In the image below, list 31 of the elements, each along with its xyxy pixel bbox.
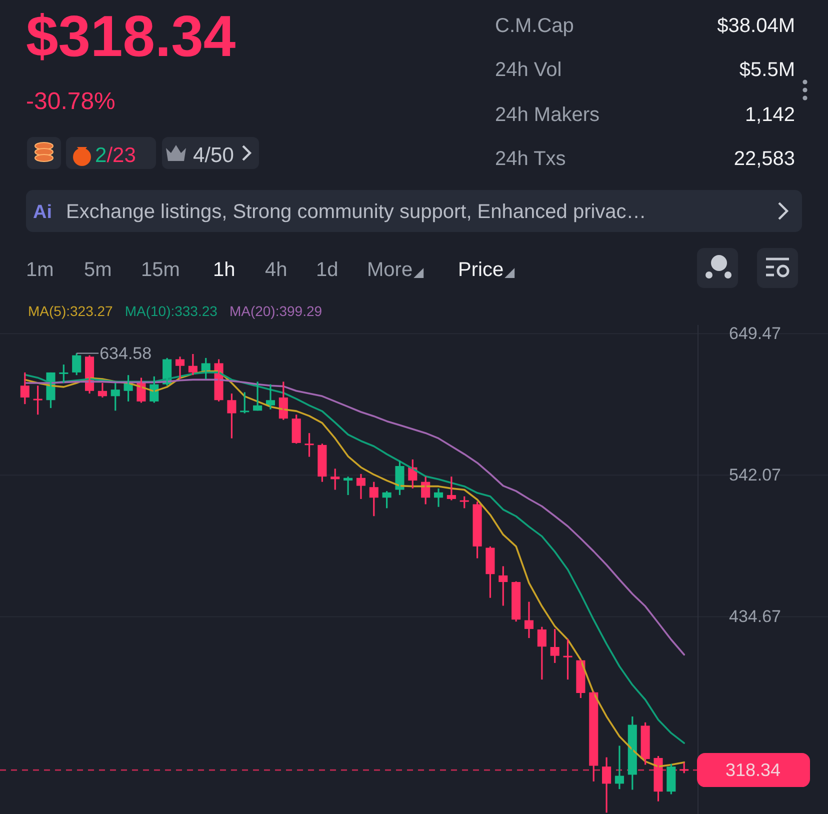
ref-line-label: 318.34 <box>725 760 781 780</box>
text: 1h <box>213 259 236 281</box>
text: 5m <box>84 259 112 281</box>
line-series <box>24 378 685 656</box>
text: 22,583 <box>734 148 795 170</box>
text: More <box>367 259 413 281</box>
chart-title: $318.34 <box>26 4 236 69</box>
text: 15m <box>141 259 180 281</box>
text: C.M.Cap <box>495 15 574 37</box>
text: 1m <box>26 259 54 281</box>
text: $38.04M <box>717 15 795 37</box>
text: 4h <box>265 259 288 281</box>
text: MA(5):323.27 <box>28 303 114 319</box>
text: Price <box>458 259 504 281</box>
text: MA(10):333.23 <box>124 303 218 319</box>
y-tick-label: 542.07 <box>729 466 781 485</box>
y-tick-label: 434.67 <box>729 607 781 626</box>
annotation: 634.58 <box>100 344 152 364</box>
chart-subtitle: -30.78% <box>26 88 116 115</box>
text: 24h Makers <box>495 104 600 126</box>
y-tick-label: 649.47 <box>729 324 781 344</box>
text: 2/23 <box>95 144 136 167</box>
text: Exchange listings, Strong community support, Enhanced privac… <box>66 201 646 223</box>
text: MA(20):399.29 <box>229 303 322 319</box>
text: Ai <box>33 202 52 223</box>
text: 1,142 <box>744 104 795 126</box>
text: $5.5M <box>739 59 795 81</box>
text: 24h Txs <box>495 148 566 170</box>
text: 4/50 <box>193 144 234 167</box>
text: 24h Vol <box>495 59 562 81</box>
text: 1d <box>316 259 338 281</box>
